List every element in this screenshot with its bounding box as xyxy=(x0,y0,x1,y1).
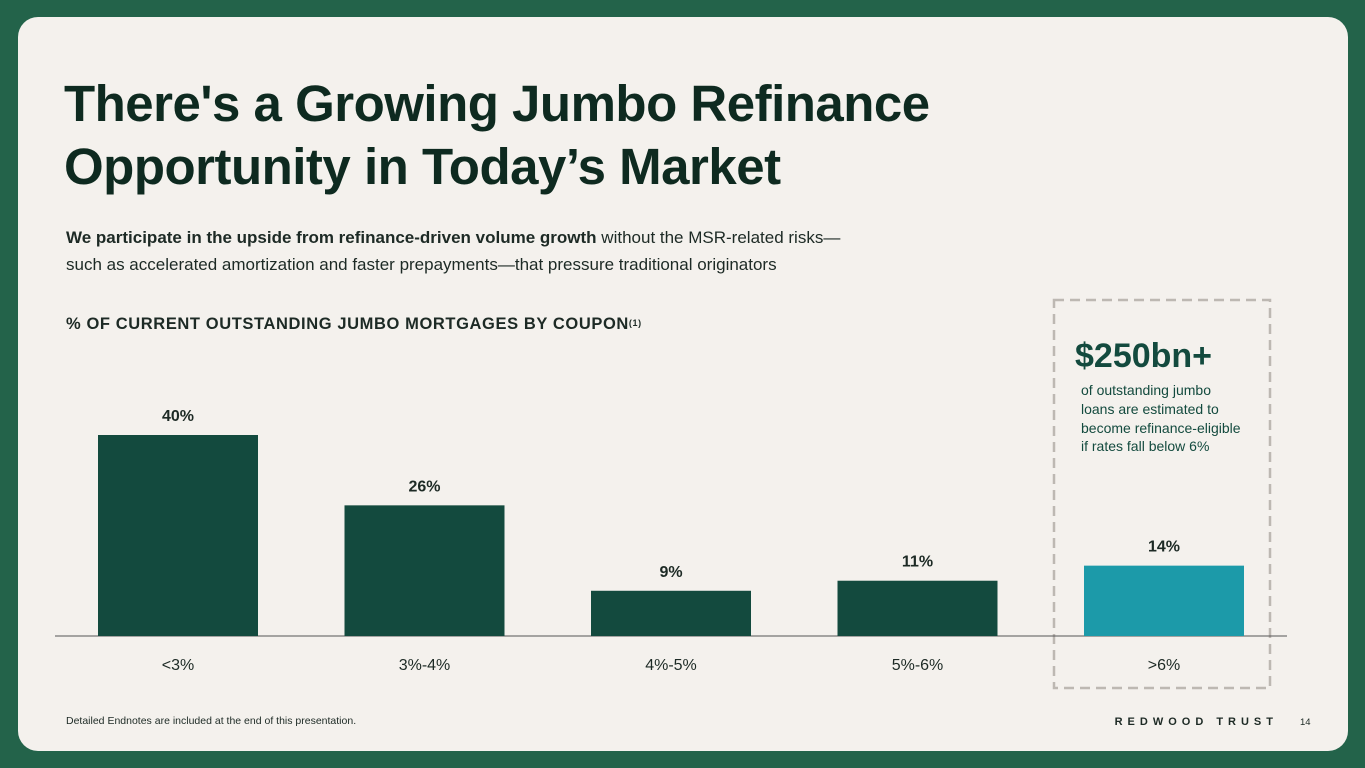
x-tick-label: >6% xyxy=(1148,657,1180,674)
bar xyxy=(837,580,998,636)
callout-headline: $250bn+ xyxy=(1075,337,1212,375)
value-label: 26% xyxy=(408,478,440,495)
footnote: Detailed Endnotes are included at the en… xyxy=(66,715,356,727)
value-label: 40% xyxy=(162,408,194,425)
chart-title-note: (1) xyxy=(629,318,642,328)
chart-title: % OF CURRENT OUTSTANDING JUMBO MORTGAGES… xyxy=(66,315,642,333)
x-tick-label: 5%-6% xyxy=(892,657,944,674)
value-label: 11% xyxy=(902,554,933,571)
callout-text: loans are estimated to xyxy=(1081,401,1219,417)
subtitle: We participate in the upside from refina… xyxy=(66,228,840,247)
subtitle-text: without the MSR-related risks— xyxy=(600,228,840,247)
bar xyxy=(344,505,505,636)
x-tick-label: 4%-5% xyxy=(645,657,697,674)
x-tick-label: 3%-4% xyxy=(399,657,451,674)
subtitle-bold: We participate in the upside from refina… xyxy=(66,228,597,247)
chart-title-text: % OF CURRENT OUTSTANDING JUMBO MORTGAGES… xyxy=(66,315,629,333)
bar xyxy=(98,435,258,636)
title-line: Opportunity in Today’s Market xyxy=(64,138,781,195)
value-label: 14% xyxy=(1148,539,1180,556)
value-label: 9% xyxy=(659,564,682,581)
callout-box xyxy=(1052,298,1272,690)
page-number: 14 xyxy=(1300,717,1311,728)
bar xyxy=(1084,565,1244,636)
subtitle-text: such as accelerated amortization and fas… xyxy=(66,255,777,274)
title-line: There's a Growing Jumbo Refinance xyxy=(64,75,930,132)
brand: REDWOOD TRUST xyxy=(1115,716,1278,728)
callout-text: become refinance-eligible xyxy=(1081,420,1241,436)
callout-text: of outstanding jumbo xyxy=(1081,382,1211,398)
callout-text: if rates fall below 6% xyxy=(1081,438,1209,454)
x-tick-label: <3% xyxy=(162,657,194,674)
bar xyxy=(591,590,751,636)
